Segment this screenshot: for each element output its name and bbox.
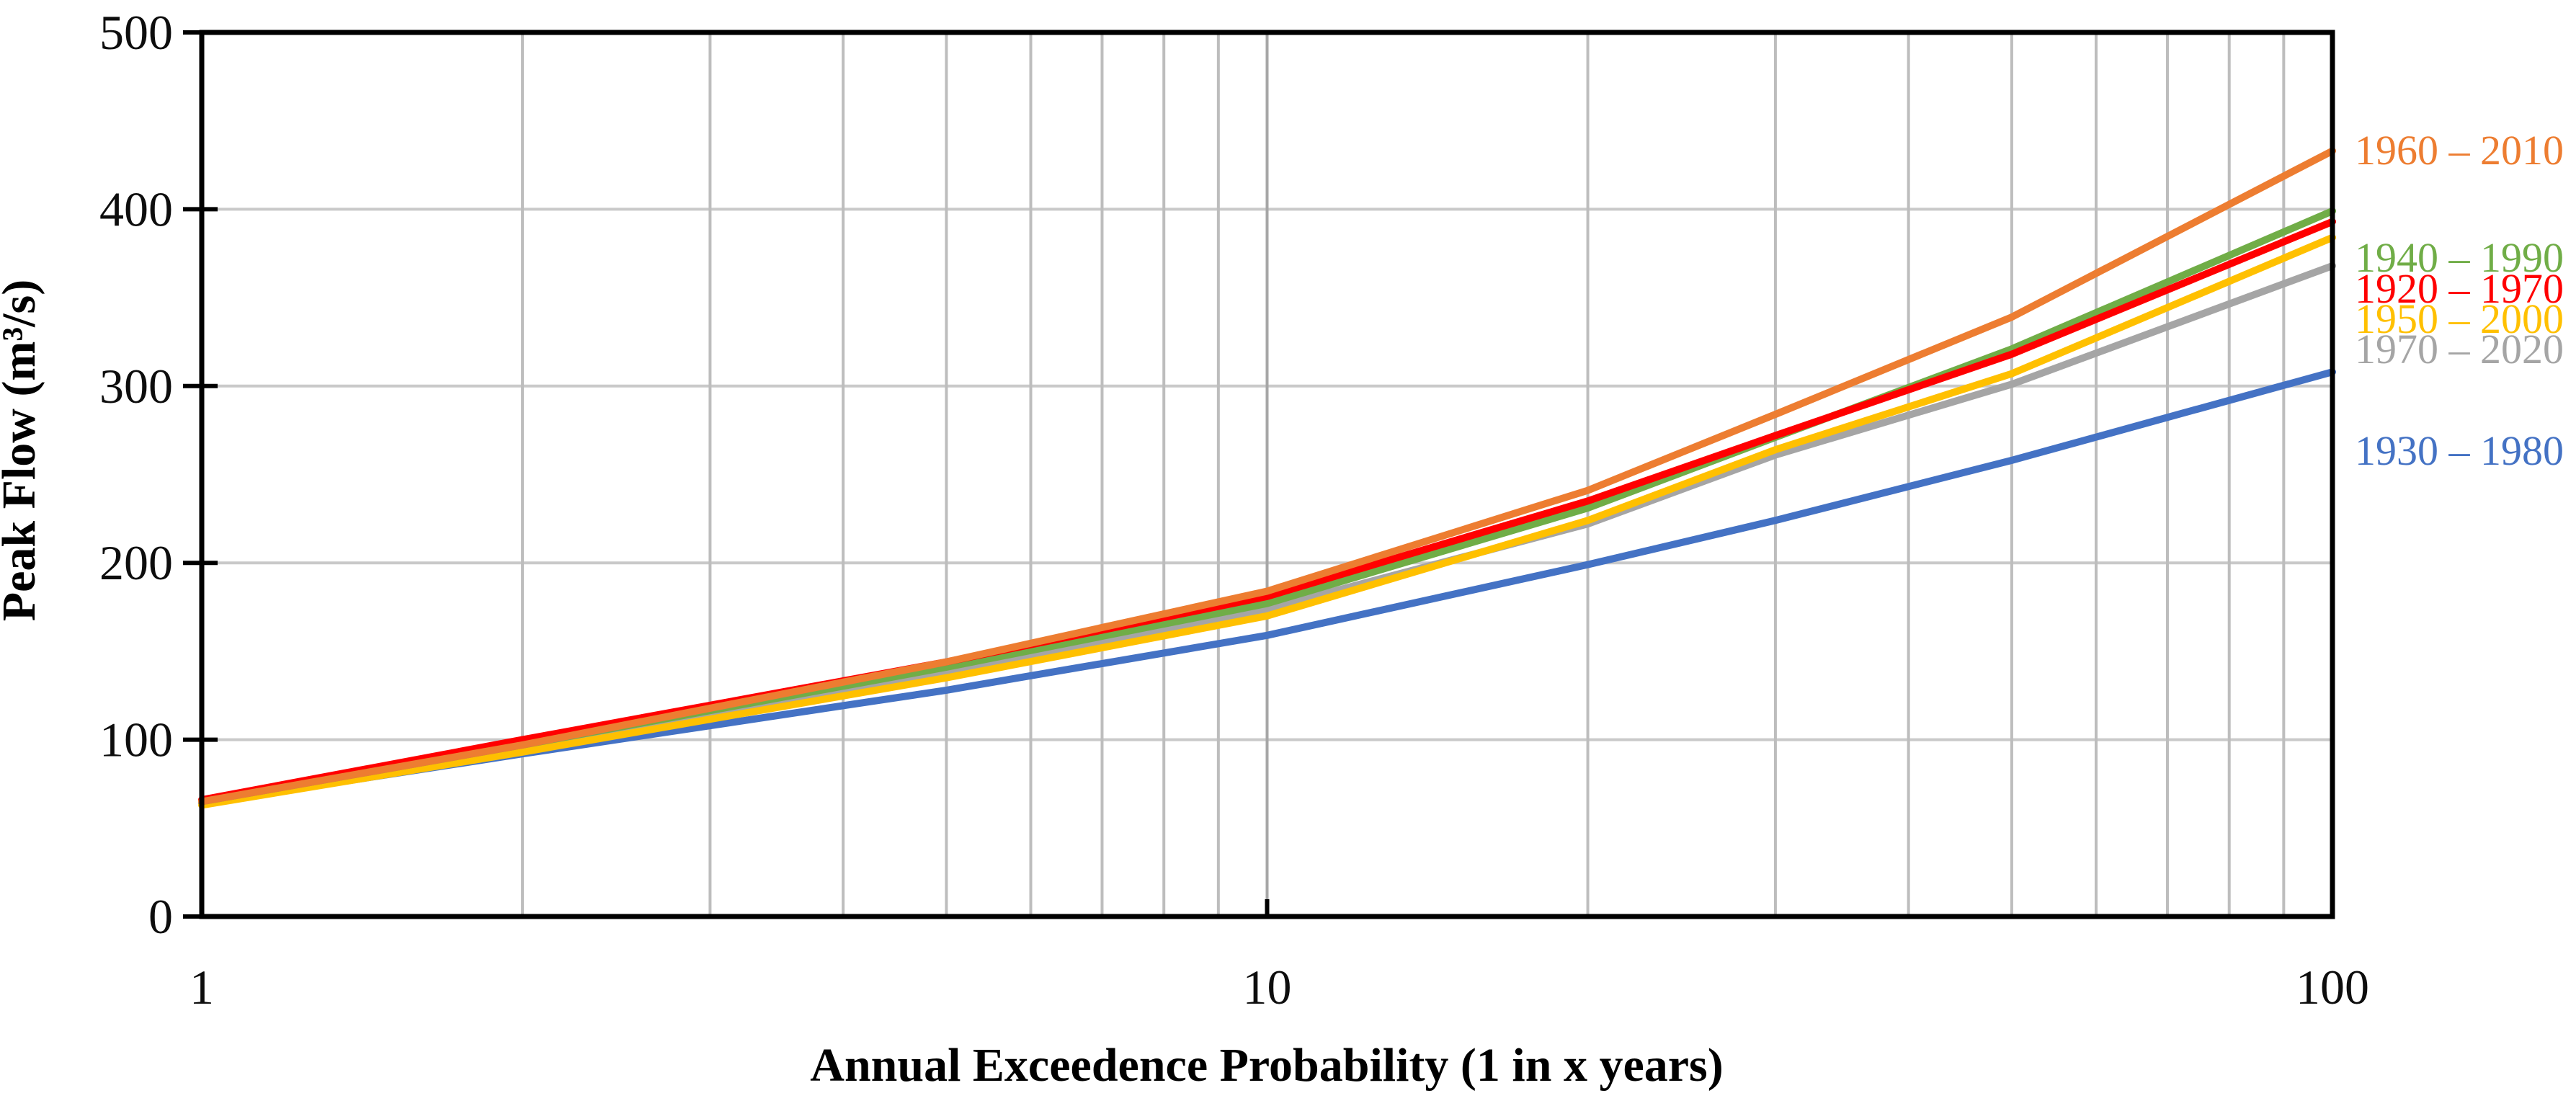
x-tick-label: 10: [1243, 960, 1292, 1014]
legend-label-1970–2020: 1970 – 2020: [2355, 326, 2564, 373]
y-tick-label: 0: [148, 889, 173, 944]
tick-labels: 0 100 200 300 400 500 1 10 100: [99, 5, 2369, 1014]
y-tick-label: 500: [99, 5, 173, 60]
series-lines: [198, 147, 2336, 809]
legend-label-1920–1970: 1920 – 1970: [2355, 265, 2564, 312]
plot-border: [199, 30, 2335, 919]
y-tick-label: 100: [99, 713, 173, 767]
y-tick-label: 200: [99, 535, 173, 590]
series-line-1920–1970: [198, 218, 2336, 804]
legend-label-1950–2000: 1950 – 2000: [2355, 295, 2564, 342]
y-axis-title: Peak Flow (m³/s): [0, 280, 45, 621]
legend-label-1960–2010: 1960 – 2010: [2355, 127, 2564, 174]
x-tick-label: 100: [2296, 960, 2369, 1014]
y-tick-label: 400: [99, 182, 173, 236]
legend-label-1930–1980: 1930 – 1980: [2355, 427, 2564, 474]
axis-ticks: [183, 30, 1270, 919]
y-tick-label: 300: [99, 359, 173, 414]
x-axis-title: Annual Exceedence Probability (1 in x ye…: [810, 1039, 1723, 1092]
series-line-1960–2010: [198, 147, 2336, 806]
legend-label-1940–1990: 1940 – 1990: [2355, 234, 2564, 281]
series-line-1950–2000: [198, 233, 2336, 809]
gridlines: [202, 32, 2332, 917]
x-tick-label: 1: [190, 960, 214, 1014]
